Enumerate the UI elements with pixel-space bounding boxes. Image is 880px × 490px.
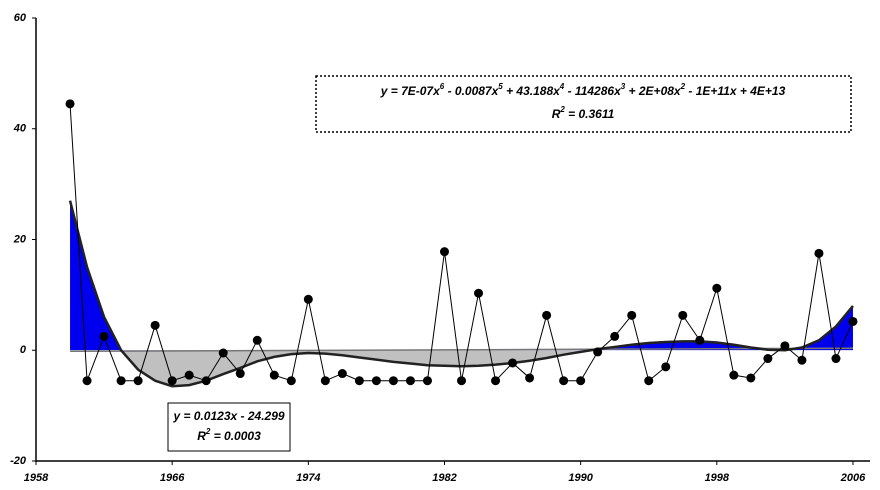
data-point (235, 369, 245, 379)
data-point (848, 316, 858, 326)
equation-part: y = 0.0123x - 24.299 (172, 409, 284, 423)
data-point (286, 376, 296, 386)
data-point (133, 376, 143, 386)
data-point (439, 247, 449, 257)
data-point (371, 376, 381, 386)
data-point (303, 294, 313, 304)
data-point (82, 376, 92, 386)
data-point (814, 248, 824, 258)
equation-part: = 0.3611 (565, 107, 615, 121)
x-tick-label: 1974 (296, 472, 320, 484)
x-tick-label: 1966 (160, 472, 185, 484)
data-point (678, 310, 688, 320)
x-tick-label: 1990 (568, 472, 593, 484)
trend-line (70, 347, 853, 353)
superscript: 3 (621, 82, 626, 91)
y-tick-label: 0 (20, 344, 27, 356)
equation-part: R (197, 429, 206, 443)
equation-part: y = 7E-07x (380, 84, 441, 98)
data-point (422, 376, 432, 386)
fit-curve (68, 200, 854, 388)
y-tick-label: 40 (13, 123, 27, 135)
data-point (201, 376, 211, 386)
data-line (69, 103, 854, 382)
data-point (269, 370, 279, 380)
equation-box (315, 75, 852, 133)
equation-box (167, 402, 291, 452)
data-point (65, 99, 75, 109)
equation-part: + 43.188x (503, 84, 561, 98)
data-point (320, 376, 330, 386)
fit-area (70, 350, 853, 387)
data-point (508, 358, 518, 368)
superscript: 2 (680, 82, 686, 91)
superscript: 2 (205, 427, 211, 436)
data-point (542, 310, 552, 320)
superscript: 6 (440, 82, 445, 91)
x-tick-label: 1998 (705, 472, 730, 484)
data-point (627, 310, 637, 320)
data-point (525, 373, 535, 383)
data-point (184, 370, 194, 380)
x-tick-label: 1982 (432, 472, 456, 484)
data-point (780, 341, 790, 351)
data-point (729, 370, 739, 380)
equation-part: = 0.0003 (210, 429, 261, 443)
data-point (559, 376, 569, 386)
data-point (610, 331, 620, 341)
data-point (831, 354, 841, 364)
y-tick-label: -20 (10, 455, 27, 467)
data-point (252, 335, 262, 345)
equation-part: + 2E+08x (625, 84, 682, 98)
data-point (474, 288, 484, 298)
data-point (763, 354, 773, 364)
data-point (354, 376, 364, 386)
x-tick-label: 2006 (840, 472, 866, 484)
data-point (644, 376, 654, 386)
superscript: 2 (559, 105, 565, 114)
data-point (405, 376, 415, 386)
data-point (746, 373, 756, 383)
data-point (99, 331, 109, 341)
data-point (167, 376, 177, 386)
data-point (661, 362, 671, 372)
data-point (695, 335, 705, 345)
superscript: 4 (559, 82, 565, 91)
data-point (388, 376, 398, 386)
equation-part: R (552, 107, 561, 121)
y-tick-label: 60 (14, 12, 27, 24)
equation: R2 = 0.0003 (197, 427, 261, 443)
data-point (491, 376, 501, 386)
superscript: 5 (498, 82, 503, 91)
equation: y = 7E-07x6 - 0.0087x5 + 43.188x4 - 1142… (380, 82, 786, 98)
data-point (150, 320, 160, 330)
data-point (712, 283, 722, 293)
data-point (576, 376, 586, 386)
y-tick-label: 20 (13, 233, 27, 245)
data-point (457, 376, 467, 386)
equation-part: - 0.0087x (444, 84, 499, 98)
equation: y = 0.0123x - 24.299 (172, 409, 284, 423)
data-point (218, 348, 228, 358)
data-point (593, 347, 603, 357)
data-point (797, 355, 807, 365)
data-point (337, 369, 347, 379)
equation-part: - 1E+11x + 4E+13 (685, 84, 786, 98)
data-point (116, 376, 126, 386)
equation-part: - 114286x (564, 84, 622, 98)
equation: R2 = 0.3611 (552, 105, 615, 121)
x-tick-label: 1958 (24, 472, 49, 484)
